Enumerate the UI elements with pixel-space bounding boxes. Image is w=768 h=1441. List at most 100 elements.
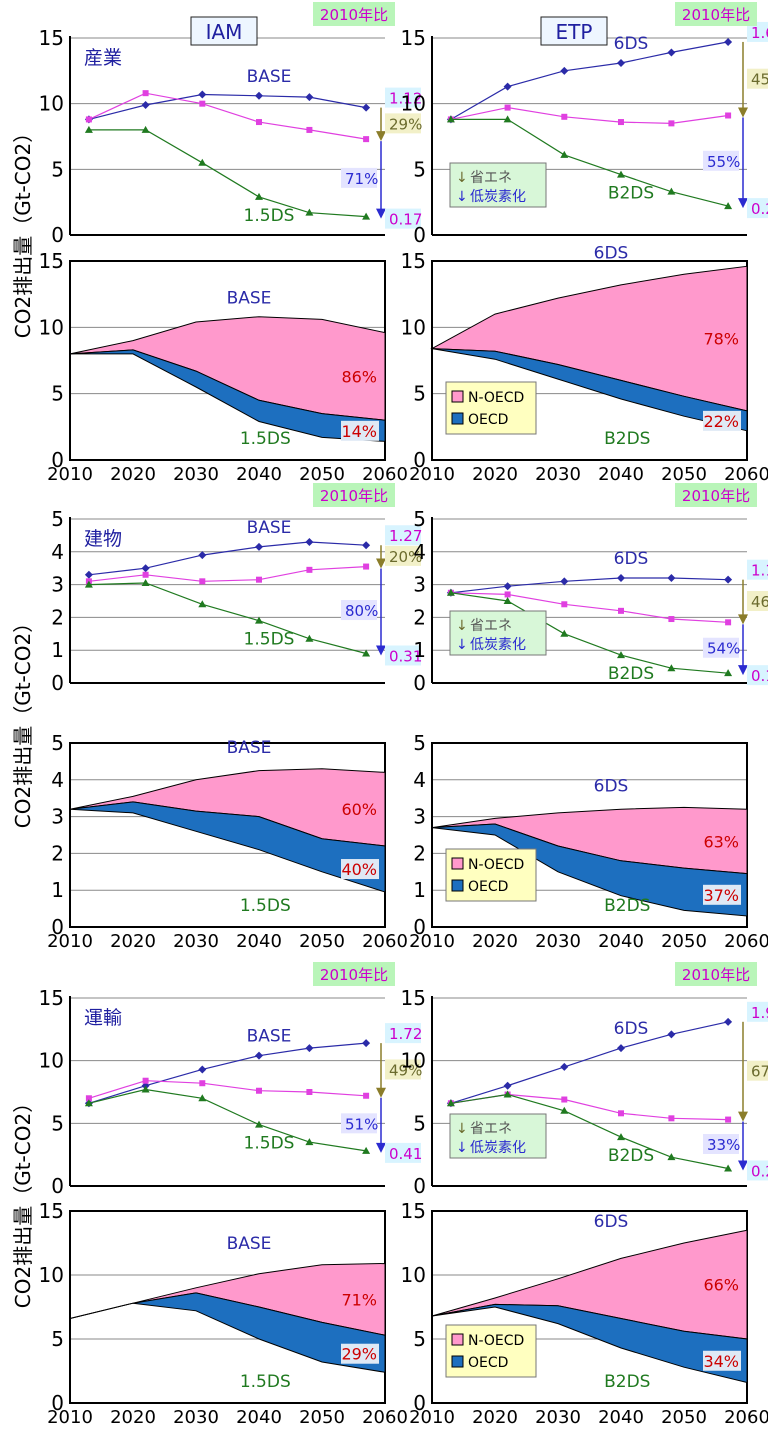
panel-8-ytick-1: 5 (51, 1111, 64, 1135)
panel-2-decomp-arrow-1: ↓ (456, 170, 468, 186)
panel-0-arrow-decarbon-head (376, 208, 386, 219)
panel-4-pct-upper-bg (385, 545, 421, 566)
panel-4-target-label: 1.5DS (244, 630, 295, 650)
panel-5-non-oecd-pct: 60% (341, 800, 377, 819)
panel-0-bottom-ratio-bg (385, 208, 421, 229)
panel-1-oecd-area (69, 349, 386, 442)
panel-8-pct-lower: 51% (345, 1115, 378, 1133)
panel-2-series-2-line (450, 118, 729, 207)
panel-3-ytick-1: 5 (413, 382, 426, 406)
panel-0-series-1-point-4 (306, 126, 313, 133)
panel-4-ytick-1: 1 (51, 638, 64, 662)
panel-0-series-1-point-5 (363, 136, 370, 143)
panel-8-ytick-0: 0 (51, 1174, 64, 1198)
panel-4-ratio-tag: 2010年比 (320, 487, 388, 505)
panel-2-pct-upper: 45% (751, 71, 768, 89)
panel-2-top-ratio-bg (747, 21, 768, 42)
panel-6-decomp-arrow-1: ↓ (456, 618, 468, 634)
panel-2-series-0-point-2 (560, 66, 569, 75)
panel-4-series-1-point-1 (142, 571, 149, 578)
panel-6-series-0-point-1 (503, 582, 512, 591)
panel-8-pct-upper-bg (385, 1059, 421, 1080)
panel-0-base-label: BASE (247, 67, 292, 87)
panel-0-series-2-point-0 (84, 125, 93, 133)
panel-1-oecd-pct-bg (341, 420, 379, 441)
panel-9-xtick-4: 2050 (299, 1407, 345, 1428)
panel-6-series-1-line (450, 592, 729, 623)
panel-6-pct-lower-bg (703, 637, 739, 658)
panel-10-decomp-box (449, 1113, 547, 1159)
panel-2-pct-lower: 55% (707, 153, 740, 171)
panel-10-ytick-1: 5 (413, 1111, 426, 1135)
panel-1-xtick-3: 2040 (236, 464, 282, 485)
panel-5-xtick-3: 2040 (236, 931, 282, 952)
panel-5-ytick-3: 3 (51, 805, 64, 829)
panel-8-ratio-tag: 2010年比 (320, 966, 388, 984)
panel-3-legend-oecd: OECD (468, 412, 508, 428)
panel-7-xtick-0: 2010 (409, 931, 455, 952)
panel-3-xtick-3: 2040 (598, 464, 644, 485)
panel-0-series-1-line (88, 92, 367, 140)
panel-6-series-1-point-5 (725, 619, 732, 626)
panel-11-non-oecd-pct: 66% (703, 1276, 739, 1295)
panel-10-top-ratio: 1.99 (751, 1004, 768, 1022)
panel-2-decomp-arrow-2: ↓ (456, 189, 468, 205)
panel-3-xtick-5: 2060 (724, 464, 768, 485)
panel-6-ytick-0: 0 (413, 671, 426, 695)
panel-9-base-label: BASE (227, 1234, 272, 1254)
panel-1-ytick-0: 0 (51, 448, 64, 472)
panel-6-series-2-point-0 (446, 588, 455, 596)
panel-6-top-ratio-bg (747, 559, 768, 580)
panel-10-pct-upper: 67% (751, 1063, 768, 1081)
panel-10-series-2-point-3 (617, 1133, 625, 1141)
panel-0-pct-upper: 29% (389, 115, 422, 133)
panel-6-decomp-box (449, 610, 547, 656)
panel-6-series-0-point-4 (667, 574, 676, 583)
panel-10-series-2-point-2 (560, 1106, 569, 1114)
panel-4-series-0-point-4 (305, 537, 314, 546)
panel-11-ytick-3: 15 (401, 1199, 426, 1223)
panel-2-pct-upper-bg (747, 68, 768, 89)
panel-10-arrow-energy-saving-head (738, 1111, 748, 1122)
panel-2-arrow-decarbon-head (738, 198, 748, 209)
panel-6-ytick-1: 1 (413, 638, 426, 662)
panel-8-bottom-ratio-bg (385, 1142, 421, 1163)
panel-6-series-2-point-4 (667, 664, 676, 672)
panel-3-oecd-pct-bg (703, 410, 741, 431)
panel-7-ytick-0: 0 (413, 915, 426, 939)
panel-6-ytick-5: 5 (413, 507, 426, 531)
panel-8-ytick-3: 15 (39, 986, 64, 1010)
panel-11-xtick-3: 2040 (598, 1407, 644, 1428)
panel-4-pct-lower: 80% (345, 602, 378, 620)
panel-11-base-label: 6DS (594, 1212, 629, 1232)
panel-5-oecd-pct: 40% (341, 860, 377, 879)
panel-8-series-0-point-5 (362, 1039, 371, 1048)
panel-7-ytick-3: 3 (413, 805, 426, 829)
panel-5-target-label: 1.5DS (240, 896, 291, 916)
panel-4-pct-lower-bg (341, 600, 377, 621)
panel-4-ratio-tag-bg (313, 483, 395, 507)
panel-7-ytick-2: 2 (413, 841, 426, 865)
panel-4-series-2-point-0 (84, 580, 93, 588)
panel-4-sector-title: 建物 (84, 528, 122, 550)
panel-7-xtick-1: 2020 (472, 931, 518, 952)
panel-4-series-1-point-3 (256, 576, 262, 583)
panel-5-xtick-2: 2030 (173, 931, 219, 952)
panel-10-series-0-point-2 (560, 1062, 569, 1071)
panel-6-top-ratio: 1.14 (751, 562, 768, 580)
panel-2-series-1-point-3 (618, 119, 624, 126)
panel-3-xtick-4: 2050 (661, 464, 707, 485)
panel-11-ytick-2: 10 (401, 1263, 426, 1287)
panel-3-legend-swatch-oecd (451, 412, 464, 425)
header-iam: IAM (206, 20, 243, 44)
panel-1-xtick-2: 2030 (173, 464, 219, 485)
panel-7-xtick-2: 2030 (535, 931, 581, 952)
panel-0-series-0-line (88, 93, 367, 120)
panel-3-xtick-2: 2030 (535, 464, 581, 485)
panel-6-decomp-energy-saving: 省エネ (470, 618, 512, 634)
panel-4-series-2-point-5 (362, 649, 371, 657)
panel-4-series-0-line (88, 541, 367, 576)
panel-8-base-label: BASE (247, 1027, 292, 1047)
panel-2-series-0-point-5 (724, 37, 733, 46)
